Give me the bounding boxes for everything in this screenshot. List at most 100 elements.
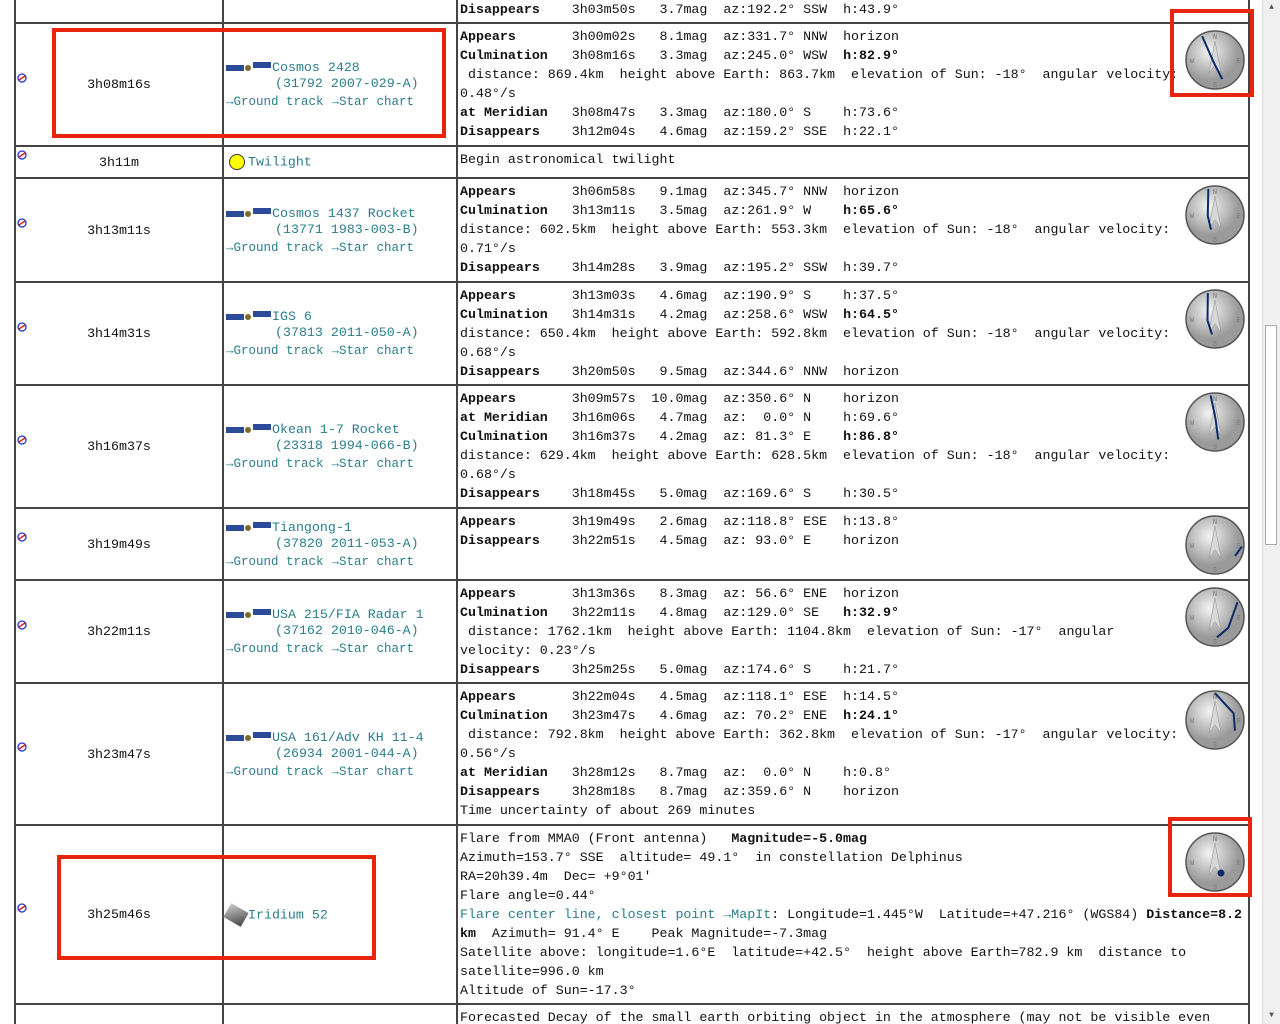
- satellite-icon: [226, 423, 272, 435]
- object-cell: [222, 0, 458, 24]
- add-to-calendar-icon[interactable]: [17, 321, 27, 332]
- event-time: 3h14m31s: [571, 307, 636, 322]
- satellite-icon: [226, 207, 272, 219]
- add-to-calendar-icon[interactable]: [17, 218, 27, 228]
- ground-track-link[interactable]: →Ground track: [226, 95, 324, 109]
- event-time: 3h16m06s: [571, 410, 636, 425]
- star-chart-link[interactable]: →Star chart: [331, 764, 415, 779]
- event-direction: N: [803, 410, 844, 425]
- add-to-calendar-icon[interactable]: [17, 902, 27, 913]
- time-cell: 3h23m47s: [14, 682, 224, 826]
- object-designation: (37813 2011-050-A): [275, 325, 419, 340]
- event-line: Appears 3h19m49s 2.6mag az:118.8° ESE h:…: [460, 512, 1246, 531]
- event-line: Appears 3h22m04s 4.5mag az:118.1° ESE h:…: [460, 687, 1246, 706]
- detail-line: distance: 629.4km height above Earth: 62…: [460, 448, 1179, 482]
- pass-time: 3h08m16s: [87, 77, 151, 92]
- event-line: Appears 3h00m02s 8.1mag az:331.7° NNW ho…: [460, 27, 1246, 46]
- star-chart-link[interactable]: →Star chart: [331, 95, 415, 109]
- svg-text:E: E: [1237, 718, 1241, 726]
- event-line: Disappears 3h12m04s 4.6mag az:159.2° SSE…: [460, 122, 1246, 141]
- star-chart-link[interactable]: →Star chart: [331, 240, 415, 255]
- object-designation: (13771 1983-003-B): [275, 221, 419, 237]
- star-chart-link[interactable]: →Star chart: [331, 554, 415, 569]
- detail-line: RA=20h39.4m Dec= +9°01': [460, 869, 652, 884]
- event-line: Disappears 3h03m50s 3.7mag az:192.2° SSW…: [460, 0, 1246, 19]
- object-designation: (37162 2010-046-A): [275, 623, 419, 638]
- add-to-calendar-icon[interactable]: [17, 742, 27, 752]
- detail-text: : Longitude=1.445°W Latitude=+47.216° (W…: [771, 907, 1147, 922]
- time-cell: [14, 0, 224, 24]
- event-altitude: h:14.5°: [843, 689, 899, 704]
- star-chart-link[interactable]: →Star chart: [331, 344, 415, 358]
- event-line: at Meridian 3h16m06s 4.7mag az: 0.0° N h…: [460, 408, 1246, 427]
- event-magnitude: 4.6mag: [635, 708, 708, 723]
- svg-text:E: E: [1237, 317, 1241, 325]
- passes-table: Disappears 3h03m50s 3.7mag az:192.2° SSW…: [14, 0, 1250, 1024]
- ground-track-link[interactable]: →Ground track: [226, 764, 324, 779]
- star-chart-link[interactable]: →Star chart: [331, 457, 415, 471]
- event-direction: ESE: [803, 689, 844, 704]
- object-name[interactable]: IGS 6: [272, 309, 312, 324]
- event-magnitude: 4.6mag: [635, 288, 708, 303]
- scroll-down-arrow[interactable]: ▼: [1269, 1011, 1274, 1020]
- time-cell: 3h11m: [14, 145, 224, 179]
- ground-track-link[interactable]: →Ground track: [226, 344, 324, 358]
- object-name[interactable]: Iridium 52: [248, 907, 328, 923]
- detail-line: Altitude of Sun=-17.3°: [460, 983, 636, 998]
- event-line: Disappears 3h22m51s 4.5mag az: 93.0° E h…: [460, 531, 1246, 550]
- event-time: 3h18m45s: [571, 486, 636, 501]
- ground-track-link[interactable]: →Ground track: [226, 554, 324, 569]
- event-azimuth: az:261.9°: [707, 203, 804, 218]
- event-label: Disappears: [460, 486, 572, 501]
- pass-time: 3h16m37s: [87, 439, 151, 454]
- sky-compass-icon: N S W E: [1185, 30, 1245, 90]
- event-altitude: horizon: [843, 391, 899, 406]
- mapit-link[interactable]: Flare center line, closest point →MapIt: [460, 907, 772, 922]
- object-name[interactable]: Okean 1-7 Rocket: [272, 422, 400, 437]
- add-to-calendar-icon[interactable]: [17, 150, 27, 160]
- object-name[interactable]: USA 215/FIA Radar 1: [272, 607, 424, 622]
- event-azimuth: az:190.9°: [707, 288, 804, 303]
- event-magnitude: 5.0mag: [635, 486, 708, 501]
- add-to-calendar-icon[interactable]: [17, 434, 27, 445]
- add-to-calendar-icon[interactable]: [17, 72, 27, 83]
- vertical-scrollbar[interactable]: ▲ ▼: [1262, 0, 1280, 1024]
- event-azimuth: az:118.1°: [707, 689, 804, 704]
- pass-time: 3h23m47s: [87, 746, 151, 762]
- satellite-icon: [226, 310, 272, 322]
- event-magnitude: 9.5mag: [635, 364, 708, 379]
- pass-row: 3h13m11s Cosmos 1437 Rocket (13771 1983-00…: [14, 177, 1250, 283]
- event-azimuth: az:180.0°: [707, 105, 804, 120]
- svg-text:S: S: [1213, 341, 1217, 349]
- event-azimuth: az: 56.6°: [707, 586, 804, 601]
- ground-track-link[interactable]: →Ground track: [226, 457, 324, 471]
- pass-time: 3h19m49s: [87, 536, 151, 552]
- object-name[interactable]: Tiangong-1: [272, 519, 352, 535]
- star-chart-link[interactable]: →Star chart: [331, 642, 415, 656]
- object-name[interactable]: Twilight: [248, 154, 312, 170]
- event-time: 3h28m12s: [571, 765, 636, 780]
- add-to-calendar-icon[interactable]: [17, 532, 27, 542]
- event-azimuth: az: 70.2°: [707, 708, 804, 723]
- satellite-icon: [226, 731, 272, 743]
- add-to-calendar-icon[interactable]: [17, 619, 27, 630]
- svg-text:E: E: [1237, 213, 1241, 221]
- event-line: Appears 3h13m36s 8.3mag az: 56.6° ENE ho…: [460, 584, 1246, 603]
- object-name[interactable]: Cosmos 1437 Rocket: [272, 205, 416, 221]
- event-label: Culmination: [460, 429, 572, 444]
- details-cell: N S W E Appears 3h09m57s 10.0mag az:350.6° N…: [456, 384, 1250, 509]
- event-altitude: h:82.9°: [843, 48, 899, 63]
- object-name[interactable]: USA 161/Adv KH 11-4: [272, 729, 424, 745]
- ground-track-link[interactable]: →Ground track: [226, 240, 324, 255]
- detail-line: Time uncertainty of about 269 minutes: [460, 803, 756, 818]
- scrollbar-thumb[interactable]: [1265, 325, 1277, 545]
- object-cell: Tiangong-1 (37820 2011-053-A) →Ground trac…: [222, 507, 458, 581]
- object-cell: Cosmos 2428 (31792 2007-029-A) →Ground tra…: [222, 22, 458, 147]
- event-direction: WSW: [803, 48, 844, 63]
- event-time: 3h25m25s: [571, 662, 636, 677]
- object-name[interactable]: Cosmos 2428: [272, 60, 360, 75]
- event-line: Appears 3h09m57s 10.0mag az:350.6° N hor…: [460, 389, 1246, 408]
- ground-track-link[interactable]: →Ground track: [226, 642, 324, 656]
- event-line: at Meridian 3h28m12s 8.7mag az: 0.0° N h…: [460, 763, 1246, 782]
- scroll-up-arrow[interactable]: ▲: [1269, 3, 1274, 12]
